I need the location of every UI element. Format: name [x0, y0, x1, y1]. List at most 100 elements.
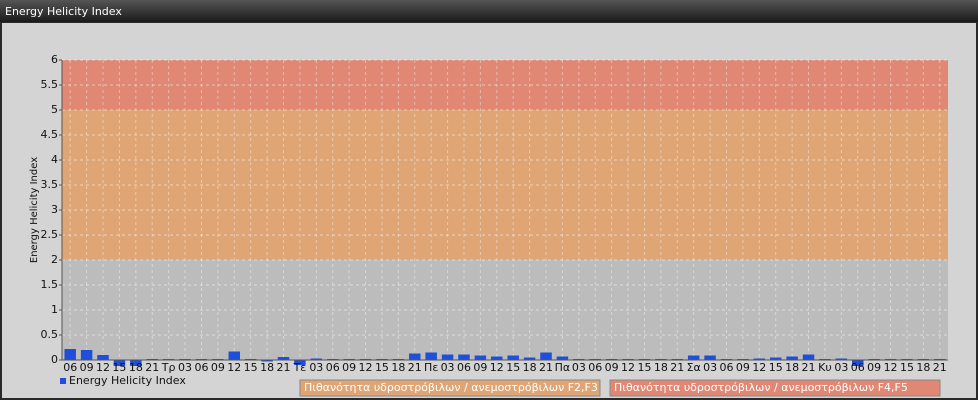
- x-tick-label: 21: [802, 361, 816, 374]
- x-tick-label: 06: [851, 361, 865, 374]
- y-tick-label: 4: [51, 153, 58, 166]
- x-tick-label: 15: [112, 361, 126, 374]
- bar: [277, 357, 290, 360]
- x-tick-label: Σα: [687, 361, 701, 374]
- x-tick-label: Τρ: [161, 361, 176, 374]
- x-tick-label: 15: [769, 361, 783, 374]
- bar: [64, 349, 76, 360]
- y-tick-label: 3.5: [41, 178, 59, 191]
- x-tick-label: 09: [211, 361, 225, 374]
- x-tick-label: 21: [539, 361, 553, 374]
- band-legend-box: [609, 379, 941, 397]
- x-tick-label: 09: [80, 361, 94, 374]
- x-tick-label: 18: [785, 361, 799, 374]
- legend-swatch: [60, 378, 66, 384]
- legend-label: Energy Helicity Index: [69, 374, 186, 387]
- x-tick-label: 21: [145, 361, 159, 374]
- x-tick-label: 21: [277, 361, 291, 374]
- x-tick-label: 15: [900, 361, 914, 374]
- x-tick-label: 09: [736, 361, 750, 374]
- bar: [753, 358, 766, 360]
- bar: [786, 356, 798, 360]
- x-tick-label: 15: [244, 361, 258, 374]
- bar: [474, 355, 487, 360]
- y-tick-label: 3: [51, 203, 58, 216]
- bar: [228, 351, 241, 360]
- x-tick-label: 09: [473, 361, 487, 374]
- x-tick-label: 21: [408, 361, 422, 374]
- x-tick-label: Τε: [293, 361, 307, 374]
- band-legend-box: [299, 379, 601, 397]
- x-tick-label: 09: [867, 361, 881, 374]
- x-tick-label: 15: [375, 361, 389, 374]
- bar: [491, 356, 503, 360]
- x-tick-label: 18: [391, 361, 405, 374]
- x-tick-label: 18: [523, 361, 537, 374]
- x-tick-label: 06: [326, 361, 340, 374]
- x-tick-label: 03: [441, 361, 455, 374]
- x-tick-label: 03: [309, 361, 323, 374]
- x-tick-label: 21: [933, 361, 947, 374]
- title-bar: [0, 0, 978, 22]
- x-tick-label: 06: [63, 361, 77, 374]
- x-tick-label: 15: [506, 361, 520, 374]
- x-tick-label: 12: [96, 361, 110, 374]
- y-tick-label: 2: [51, 253, 58, 266]
- bar: [97, 355, 109, 360]
- x-tick-label: 12: [359, 361, 373, 374]
- y-axis-label: Energy Helicity Index: [29, 157, 40, 263]
- bar: [310, 358, 323, 360]
- x-tick-label: 06: [457, 361, 471, 374]
- y-tick-label: 0: [51, 353, 58, 366]
- bar: [852, 360, 864, 366]
- y-tick-label: 5: [51, 103, 58, 116]
- x-tick-label: 06: [194, 361, 208, 374]
- x-tick-label: Κυ: [818, 361, 832, 374]
- x-tick-label: 03: [572, 361, 586, 374]
- bar: [458, 354, 470, 360]
- x-tick-label: 09: [342, 361, 356, 374]
- bar: [261, 360, 273, 362]
- x-tick-label: 21: [670, 361, 684, 374]
- y-tick-label: 6: [51, 53, 58, 66]
- x-tick-label: 18: [654, 361, 668, 374]
- bar: [704, 355, 716, 360]
- x-tick-label: 18: [129, 361, 143, 374]
- chart-title: Energy Helicity Index: [5, 5, 122, 18]
- bar: [113, 360, 126, 366]
- x-tick-label: 12: [752, 361, 766, 374]
- bar: [441, 354, 454, 360]
- x-tick-label: 06: [588, 361, 602, 374]
- bar: [294, 360, 306, 365]
- bar: [523, 357, 536, 360]
- bar: [409, 353, 421, 360]
- band-legend-label: Πιθανότητα υδροστρόβιλων / ανεμοστρόβιλω…: [304, 381, 598, 394]
- bar: [556, 356, 569, 360]
- x-tick-label: 15: [637, 361, 651, 374]
- bar: [130, 360, 142, 366]
- bar: [835, 358, 848, 360]
- bar: [687, 355, 700, 360]
- y-tick-label: 1.5: [41, 278, 59, 291]
- x-tick-label: 03: [834, 361, 848, 374]
- x-tick-label: Πε: [424, 361, 438, 374]
- bar: [802, 354, 815, 360]
- x-tick-label: 12: [490, 361, 504, 374]
- x-tick-label: 03: [178, 361, 192, 374]
- y-tick-label: 1: [51, 303, 58, 316]
- y-tick-label: 2.5: [41, 228, 59, 241]
- band-legend-label: Πιθανότητα υδροστρόβιλων / ανεμοστρόβιλω…: [614, 381, 908, 394]
- x-tick-label: 18: [916, 361, 930, 374]
- y-tick-label: 5.5: [41, 78, 59, 91]
- x-tick-label: 12: [227, 361, 241, 374]
- bar: [507, 355, 519, 360]
- x-tick-label: 18: [260, 361, 274, 374]
- x-tick-label: 12: [884, 361, 898, 374]
- bar: [425, 352, 437, 360]
- bar: [769, 357, 782, 360]
- y-tick-label: 4.5: [41, 128, 59, 141]
- bar: [540, 352, 552, 360]
- x-tick-label: 12: [621, 361, 635, 374]
